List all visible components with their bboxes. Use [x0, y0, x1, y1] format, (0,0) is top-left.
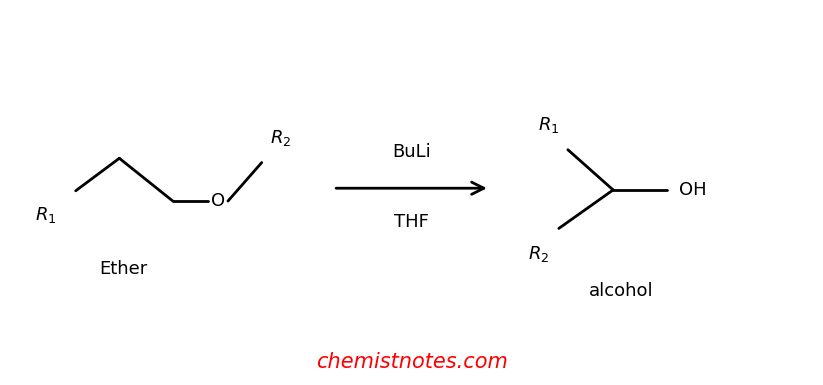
Text: $R_2$: $R_2$	[528, 244, 549, 264]
Text: THF: THF	[394, 213, 429, 231]
Text: O: O	[211, 192, 226, 210]
Text: OH: OH	[679, 181, 707, 199]
Text: $R_2$: $R_2$	[270, 128, 291, 148]
Text: $R_1$: $R_1$	[35, 205, 56, 225]
Text: Ether: Ether	[100, 261, 147, 278]
Text: chemistnotes.com: chemistnotes.com	[315, 352, 508, 372]
Text: $R_1$: $R_1$	[538, 115, 560, 135]
Text: BuLi: BuLi	[392, 143, 431, 161]
Text: alcohol: alcohol	[589, 282, 653, 300]
